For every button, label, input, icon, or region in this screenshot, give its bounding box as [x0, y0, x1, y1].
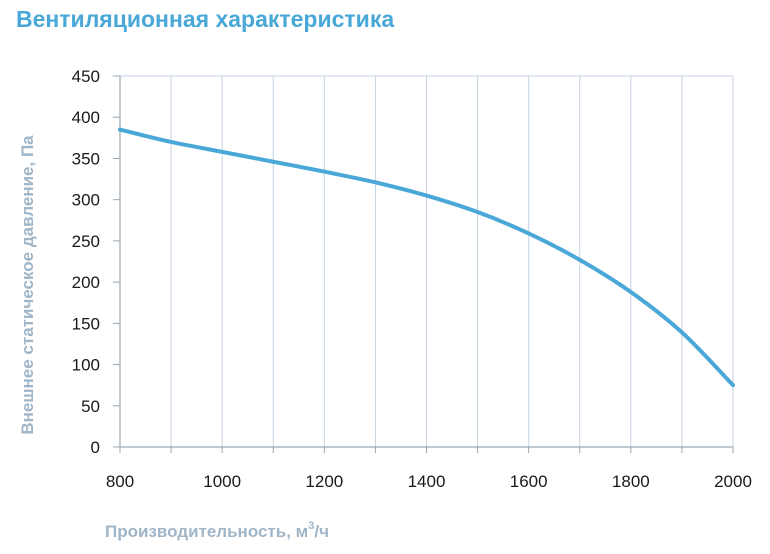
y-tick-label: 250	[72, 232, 100, 251]
x-axis-title-main: Производительность, м	[105, 522, 308, 541]
x-tick-label: 1000	[203, 472, 241, 491]
x-axis-title-sup: 3	[308, 520, 314, 532]
x-tick-label: 1800	[612, 472, 650, 491]
grid-lines	[119, 75, 734, 447]
y-tick-label: 400	[72, 108, 100, 127]
x-tick-labels: 800 1000 1200 1400 1600 1800 2000	[106, 472, 752, 491]
x-tick-label: 800	[106, 472, 134, 491]
y-tick-labels: 0 50 100 150 200 250 300 350 400 450	[72, 67, 100, 457]
series-layer	[118, 127, 735, 388]
y-tick-label: 50	[81, 397, 100, 416]
x-tick-label: 1200	[305, 472, 343, 491]
y-tick-label: 450	[72, 67, 100, 86]
x-tick-label: 1600	[510, 472, 548, 491]
series-line-0	[118, 127, 735, 388]
y-tick-label: 0	[91, 438, 100, 457]
y-tick-label: 350	[72, 149, 100, 168]
y-tick-label: 300	[72, 191, 100, 210]
x-axis-title: Производительность, м3/ч	[105, 520, 329, 541]
y-tick-label: 100	[72, 356, 100, 375]
y-tick-label: 150	[72, 314, 100, 333]
x-axis-title-tail: /ч	[314, 522, 329, 541]
chart-title: Вентиляционная характеристика	[16, 6, 395, 32]
x-tick-label: 2000	[714, 472, 752, 491]
axes	[113, 75, 734, 453]
y-tick-label: 200	[72, 273, 100, 292]
y-axis-title: Внешнее статическое давление, Па	[18, 135, 37, 435]
x-tick-label: 1400	[408, 472, 446, 491]
